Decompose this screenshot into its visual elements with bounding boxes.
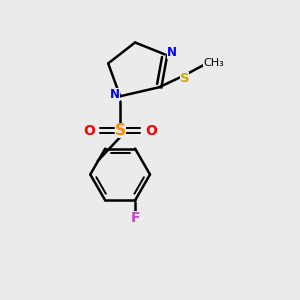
Text: O: O xyxy=(145,124,157,138)
Text: S: S xyxy=(179,72,189,86)
Text: N: N xyxy=(110,88,120,101)
Text: S: S xyxy=(115,123,126,138)
Text: CH₃: CH₃ xyxy=(203,58,224,68)
Text: F: F xyxy=(130,211,140,225)
Text: N: N xyxy=(167,46,176,59)
Text: O: O xyxy=(83,124,95,138)
